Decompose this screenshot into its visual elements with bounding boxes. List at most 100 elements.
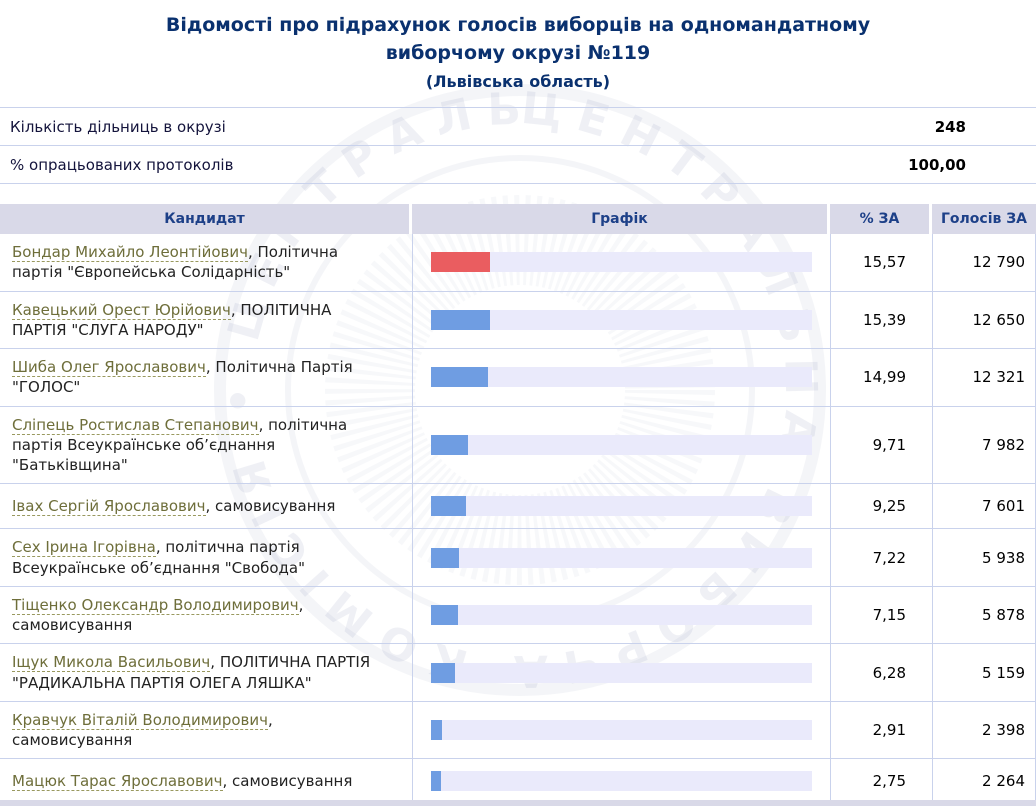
candidate-link[interactable]: Шиба Олег Ярославович [12, 358, 206, 378]
party-label: , самовисування [12, 710, 273, 750]
graph-cell [412, 484, 830, 529]
percent-value: 15,57 [830, 234, 932, 291]
candidate-cell: Тіщенко Олександр Володимирович, самовис… [0, 587, 412, 644]
votes-value: 12 321 [932, 349, 1036, 406]
vote-bar-track [431, 720, 812, 741]
candidate-cell: Шиба Олег Ярославович, Політична Партія … [0, 349, 412, 406]
party-label: , ПОЛІТИЧНА ПАРТІЯ "РАДИКАЛЬНА ПАРТІЯ ОЛ… [12, 653, 371, 692]
graph-cell [412, 234, 830, 291]
party-label: , самовисування [205, 497, 336, 516]
percent-value: 2,91 [830, 701, 932, 759]
results-body: Бондар Михайло Леонтійович, Політична па… [0, 234, 1036, 805]
candidate-link[interactable]: Бондар Михайло Леонтійович [12, 243, 248, 263]
summary-label: Кількість дільниць в окрузі [10, 117, 226, 136]
page-title-line2: виборчому окрузі №119 [385, 41, 651, 64]
party-label: , Політична партія "Європейська Солідарн… [12, 243, 339, 282]
candidate-row: Кавецький Орест Юрійович, ПОЛІТИЧНА ПАРТ… [0, 291, 1036, 350]
summary-section: Кількість дільниць в окрузі 248 % опраць… [0, 107, 1036, 185]
vote-bar [431, 496, 467, 517]
vote-bar-track [431, 662, 812, 683]
votes-value: 7 982 [932, 406, 1036, 484]
vote-bar-track [431, 605, 812, 626]
candidate-link[interactable]: Сех Ірина Ігорівна [12, 538, 156, 558]
votes-value: 2 398 [932, 701, 1036, 759]
votes-value: 12 650 [932, 291, 1036, 349]
votes-value: 5 878 [932, 586, 1036, 644]
vote-bar-track [431, 367, 812, 388]
vote-bar [431, 309, 490, 330]
candidate-cell: Кравчук Віталій Володимирович, самовисув… [0, 702, 412, 759]
vote-bar-track [431, 252, 812, 273]
vote-bar-track [431, 434, 812, 455]
candidate-row: Тіщенко Олександр Володимирович, самовис… [0, 586, 1036, 645]
summary-row-precincts: Кількість дільниць в окрузі 248 [0, 107, 1036, 147]
candidate-row: Бондар Михайло Леонтійович, Політична па… [0, 234, 1036, 292]
vote-bar [431, 720, 443, 741]
percent-value: 14,99 [830, 349, 932, 406]
summary-row-protocols: % опрацьованих протоколів 100,00 [0, 146, 1036, 185]
region-subtitle: (Львівська область) [425, 72, 611, 92]
summary-label: % опрацьованих протоколів [10, 155, 234, 174]
graph-cell [412, 759, 830, 804]
vote-bar-track [431, 496, 812, 517]
candidate-cell: Івах Сергій Ярославович, самовисування [0, 484, 412, 528]
column-header-percent: % ЗА [830, 204, 932, 235]
candidate-link[interactable]: Сліпець Ростислав Степанович [12, 415, 259, 435]
percent-value: 7,22 [830, 529, 932, 586]
votes-value: 12 790 [932, 234, 1036, 291]
vote-bar-track [431, 771, 812, 792]
vote-bar [431, 367, 489, 388]
results-table: Кандидат Графік % ЗА Голосів ЗА Бондар М… [0, 204, 1036, 805]
page-title-line1: Відомості про підрахунок голосів виборці… [165, 14, 871, 36]
party-label: , Політична Партія "ГОЛОС" [12, 358, 353, 397]
next-section-header-strip [0, 800, 1036, 806]
party-label: , політична партія Всеукраїнське об’єдна… [12, 538, 306, 577]
candidate-cell: Іщук Микола Васильович, ПОЛІТИЧНА ПАРТІЯ… [0, 644, 412, 701]
column-header-votes: Голосів ЗА [932, 204, 1036, 235]
candidate-cell: Бондар Михайло Леонтійович, Політична па… [0, 234, 412, 291]
candidate-link[interactable]: Іщук Микола Васильович [12, 653, 211, 673]
vote-bar-track [431, 309, 812, 330]
candidate-row: Мацюк Тарас Ярославович, самовисування 2… [0, 759, 1036, 805]
column-header-candidate: Кандидат [0, 204, 412, 235]
graph-cell [412, 701, 830, 759]
vote-bar [431, 605, 459, 626]
votes-value: 2 264 [932, 759, 1036, 804]
votes-value: 5 159 [932, 644, 1036, 701]
candidate-cell: Сех Ірина Ігорівна, політична партія Все… [0, 529, 412, 586]
party-label: , політична партія Всеукраїнське об’єдна… [12, 415, 348, 475]
graph-cell [412, 529, 830, 586]
candidate-link[interactable]: Івах Сергій Ярославович [12, 497, 206, 517]
summary-value: 100,00 [908, 155, 966, 174]
party-label: , самовисування [12, 595, 304, 635]
summary-value: 248 [934, 117, 966, 136]
graph-cell [412, 406, 830, 484]
candidate-cell: Мацюк Тарас Ярославович, самовисування [0, 759, 412, 803]
graph-cell [412, 349, 830, 406]
vote-bar [431, 662, 455, 683]
candidate-link[interactable]: Кавецький Орест Юрійович [12, 300, 231, 320]
votes-value: 7 601 [932, 484, 1036, 529]
candidate-row: Іщук Микола Васильович, ПОЛІТИЧНА ПАРТІЯ… [0, 644, 1036, 702]
vote-bar [431, 252, 491, 273]
candidate-link[interactable]: Тіщенко Олександр Володимирович [12, 595, 299, 615]
candidate-row: Івах Сергій Ярославович, самовисування 9… [0, 484, 1036, 530]
vote-bar [431, 547, 459, 568]
percent-value: 7,15 [830, 586, 932, 644]
party-label: , ПОЛІТИЧНА ПАРТІЯ "СЛУГА НАРОДУ" [12, 300, 332, 339]
candidate-link[interactable]: Кравчук Віталій Володимирович [12, 710, 268, 730]
vote-bar [431, 771, 442, 792]
candidate-link[interactable]: Мацюк Тарас Ярославович [12, 772, 223, 792]
candidate-row: Шиба Олег Ярославович, Політична Партія … [0, 349, 1036, 407]
percent-value: 6,28 [830, 644, 932, 701]
candidate-cell: Сліпець Ростислав Степанович, політична … [0, 407, 412, 484]
percent-value: 9,25 [830, 484, 932, 529]
candidate-row: Кравчук Віталій Володимирович, самовисув… [0, 701, 1036, 760]
candidate-row: Сліпець Ростислав Степанович, політична … [0, 406, 1036, 485]
graph-cell [412, 644, 830, 701]
percent-value: 9,71 [830, 406, 932, 484]
percent-value: 15,39 [830, 291, 932, 349]
page-header: Відомості про підрахунок голосів виборці… [0, 0, 1036, 91]
votes-value: 5 938 [932, 529, 1036, 586]
